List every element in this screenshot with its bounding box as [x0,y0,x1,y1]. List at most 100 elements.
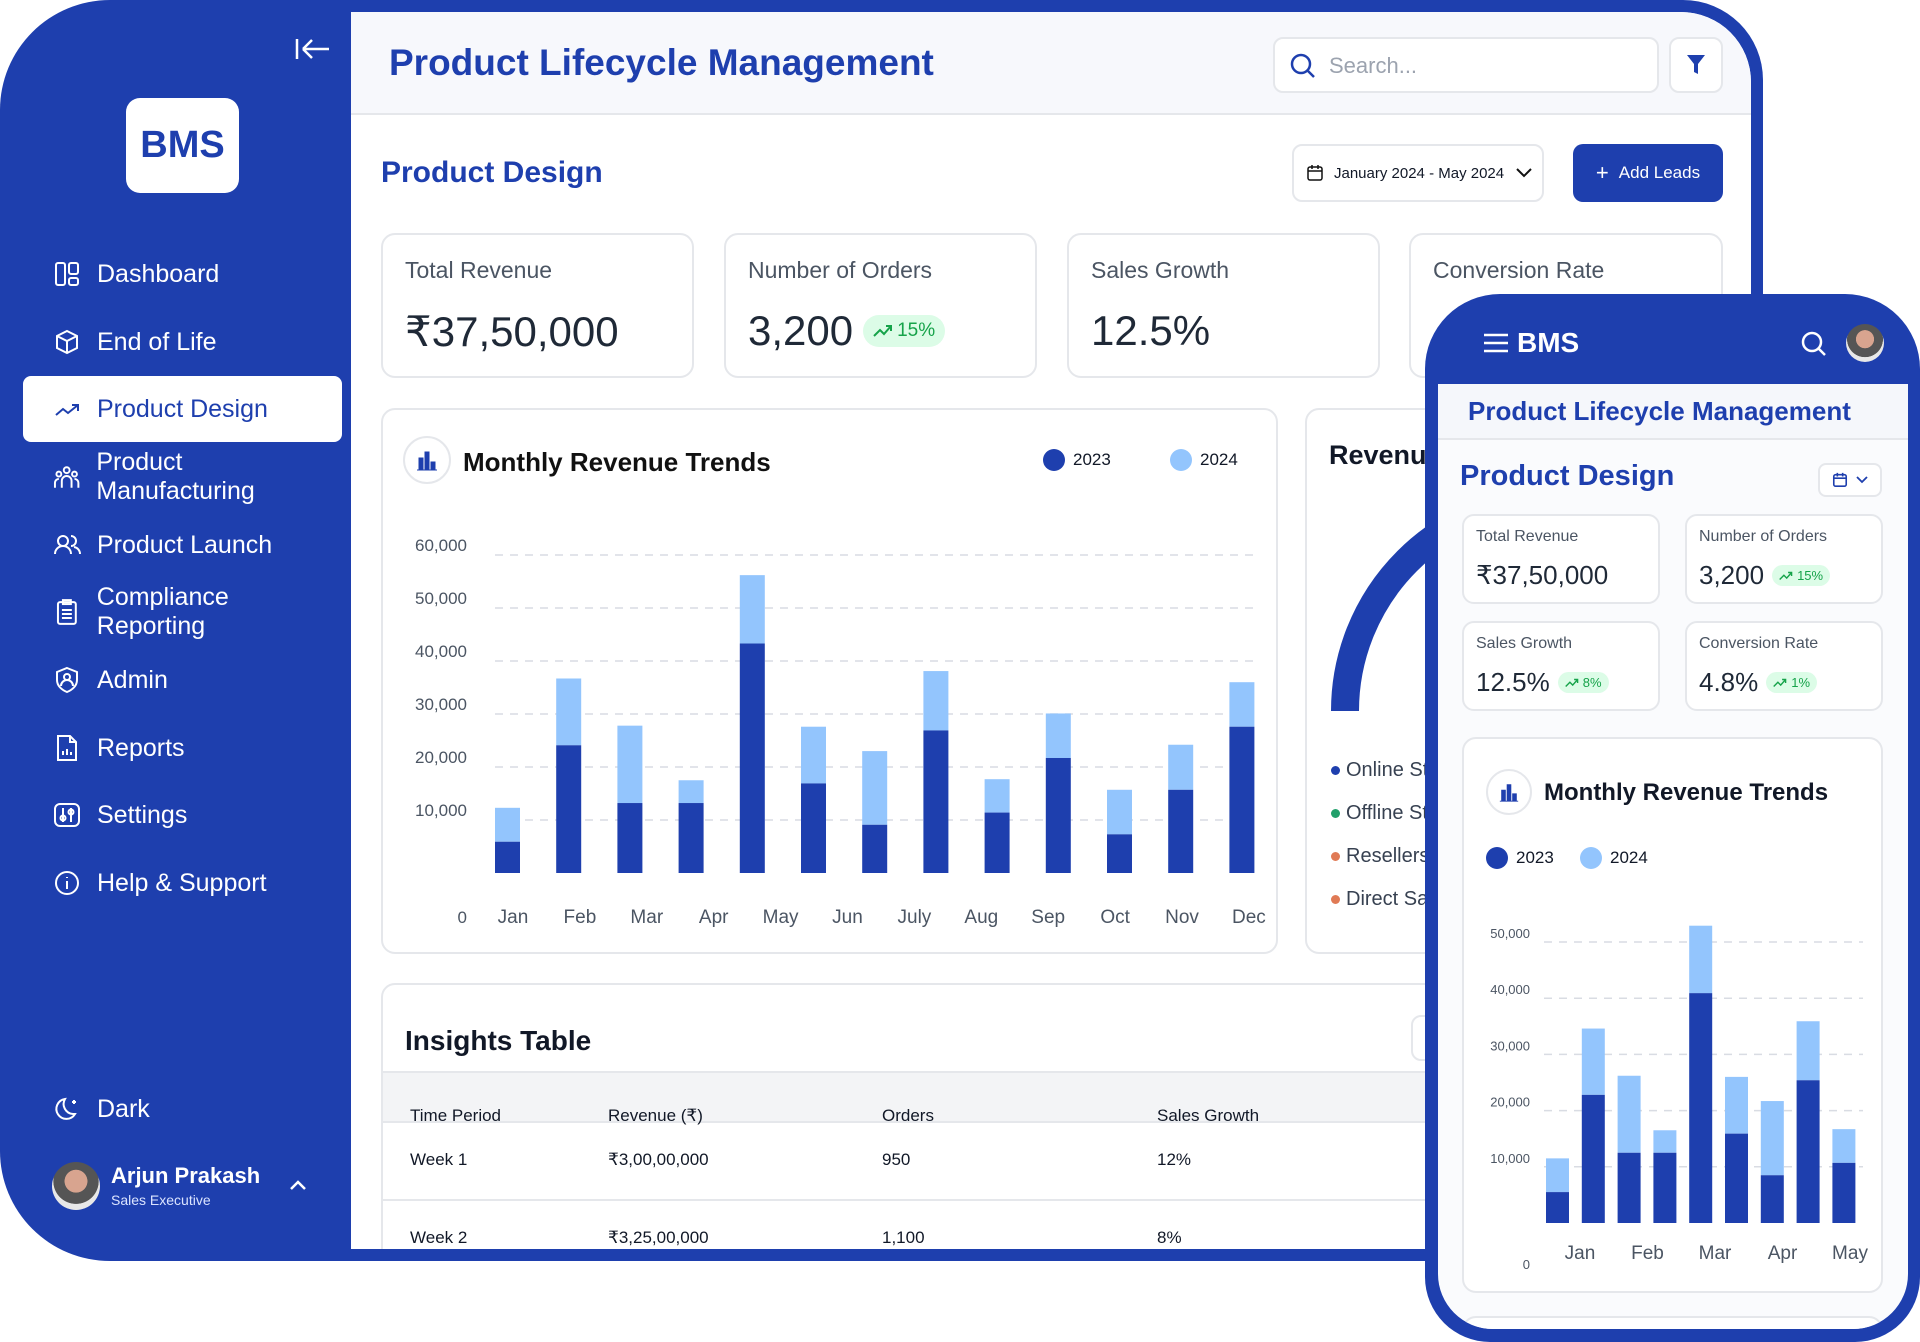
y-tick-label: 60,000 [415,536,467,555]
filter-icon [1687,55,1705,74]
mobile-date-picker[interactable] [1818,463,1882,497]
sidebar-item-reports[interactable]: Reports [23,715,342,781]
mobile-logo: BMS [1517,327,1580,358]
table-cell: ₹3,00,00,000 [608,1150,709,1169]
change-badge: 15% [863,315,946,347]
kpi-label: Number of Orders [748,257,933,283]
column-header[interactable]: Revenue (₹) [608,1106,703,1125]
table-cell: Week 2 [410,1228,468,1247]
legend-2023[interactable]: 2023 [1043,449,1111,471]
date-range-value: January 2024 - May 2024 [1334,164,1505,182]
sidebar-item-help-support[interactable]: Help & Support [23,850,342,916]
kpi-label: Conversion Rate [1433,257,1605,283]
y-tick-label: 30,000 [1490,1038,1530,1053]
y-tick-label: 20,000 [415,748,467,767]
bar-2024 [1229,682,1255,727]
sidebar-item-end-of-life[interactable]: End of Life [23,309,342,375]
bar-2023 [1617,1152,1641,1223]
bar-2024 [923,671,949,731]
bar-2023 [1832,1162,1856,1223]
x-tick-label: July [898,907,932,928]
users-icon [54,535,81,555]
bar-2024 [1107,789,1132,835]
sidebar-item-label: Product Launch [97,530,273,559]
legend-label: Resellers [1346,845,1430,867]
legend-dot [1331,766,1340,775]
mobile-search-icon[interactable] [1800,330,1828,358]
bar-2024 [617,725,643,804]
bar-2023 [1796,1080,1820,1223]
y-tick-label: 40,000 [415,642,467,661]
bar-2024 [1796,1021,1820,1081]
bar-2024 [1832,1129,1856,1163]
column-header[interactable]: Sales Growth [1157,1106,1260,1125]
page-title: Product Lifecycle Management [389,42,934,83]
y-tick-label: 50,000 [1490,926,1530,941]
logo[interactable]: BMS [126,98,239,193]
sidebar-item-label: Product Design [97,394,268,423]
bar-2023 [739,643,765,873]
legend-swatch [1170,449,1192,471]
search-icon [1290,53,1315,78]
legend-2023[interactable]: 2023 [1486,847,1554,869]
dark-mode-toggle[interactable]: Dark [23,1076,342,1142]
table-cell: 8% [1157,1228,1182,1247]
legend-dot [1331,809,1340,818]
sidebar-item-product-launch[interactable]: Product Launch [23,512,342,578]
main-content: Product Lifecycle Management Search... P… [351,12,1751,1249]
bar-2024 [1045,713,1071,758]
date-range-picker[interactable]: January 2024 - May 2024 [1292,144,1544,202]
table-cell: 12% [1157,1150,1192,1169]
sidebar-item-admin[interactable]: Admin [23,647,342,713]
bar-2024 [556,678,582,746]
legend-label: 2023 [1073,450,1111,469]
x-tick-label: Oct [1100,907,1130,928]
trend-up-icon [1779,571,1793,580]
trend-icon [55,404,79,416]
bar-2023 [1725,1133,1748,1223]
table-title: Insights Table [405,1025,592,1056]
change-value: 15% [897,320,936,341]
sidebar-item-label: Product Manufacturing [96,448,255,505]
mobile-page-title: Product Lifecycle Management [1468,396,1851,426]
column-header[interactable]: Orders [882,1106,934,1125]
mobile-preview: BMS Product Lifecycle Management Product… [1425,294,1920,1342]
user-avatar[interactable] [52,1162,100,1210]
mobile-kpi-card: Sales Growth 12.5% 8% [1462,621,1660,711]
change-value: 8% [1582,675,1602,690]
bar-chart: 0 10,000 20,000 30,000 40,000 50,000 60,000 Jan… [415,536,1266,928]
legend-2024[interactable]: 2024 [1170,449,1238,471]
sidebar-item-product-manufacturing[interactable]: Product Manufacturing [23,444,342,510]
bar-2024 [495,807,520,842]
kpi-value: 4.8% 1% [1699,667,1818,698]
table-cell: Week 1 [410,1150,468,1169]
kpi-label: Sales Growth [1091,257,1230,283]
column-header[interactable]: Time Period [410,1106,502,1125]
search-input[interactable]: Search... [1273,37,1659,93]
trend-up-icon [1773,678,1787,687]
mobile-avatar[interactable] [1846,324,1884,362]
filter-button[interactable] [1669,37,1723,93]
row-divider [383,1199,1751,1201]
mobile-kpi-card: Total Revenue ₹37,50,000 [1462,514,1660,604]
legend-swatch [1580,847,1602,869]
bar-2023 [923,730,949,873]
sidebar-item-dashboard[interactable]: Dashboard [23,241,342,307]
y-tick-label: 0 [1523,1257,1530,1272]
x-tick-label: Mar [630,907,663,928]
bar-2023 [1760,1175,1784,1223]
sidebar-item-settings[interactable]: Settings [23,782,342,848]
collapse-sidebar-icon[interactable] [295,37,331,61]
chevron-up-icon[interactable] [288,1178,308,1192]
change-value: 1% [1791,675,1811,690]
chevron-down-icon [1516,168,1532,178]
sidebar-item-product-design[interactable]: Product Design [23,376,342,442]
sidebar-item-compliance-reporting[interactable]: Compliance Reporting [23,579,342,645]
add-leads-button[interactable]: + Add Leads [1573,144,1723,202]
x-tick-label: May [1832,1243,1868,1264]
hamburger-menu-icon[interactable] [1482,332,1510,354]
dark-mode-label: Dark [97,1094,150,1123]
legend-2024[interactable]: 2024 [1580,847,1648,869]
chart-title: Monthly Revenue Trends [463,447,771,477]
table-cell: 1,100 [882,1228,925,1247]
